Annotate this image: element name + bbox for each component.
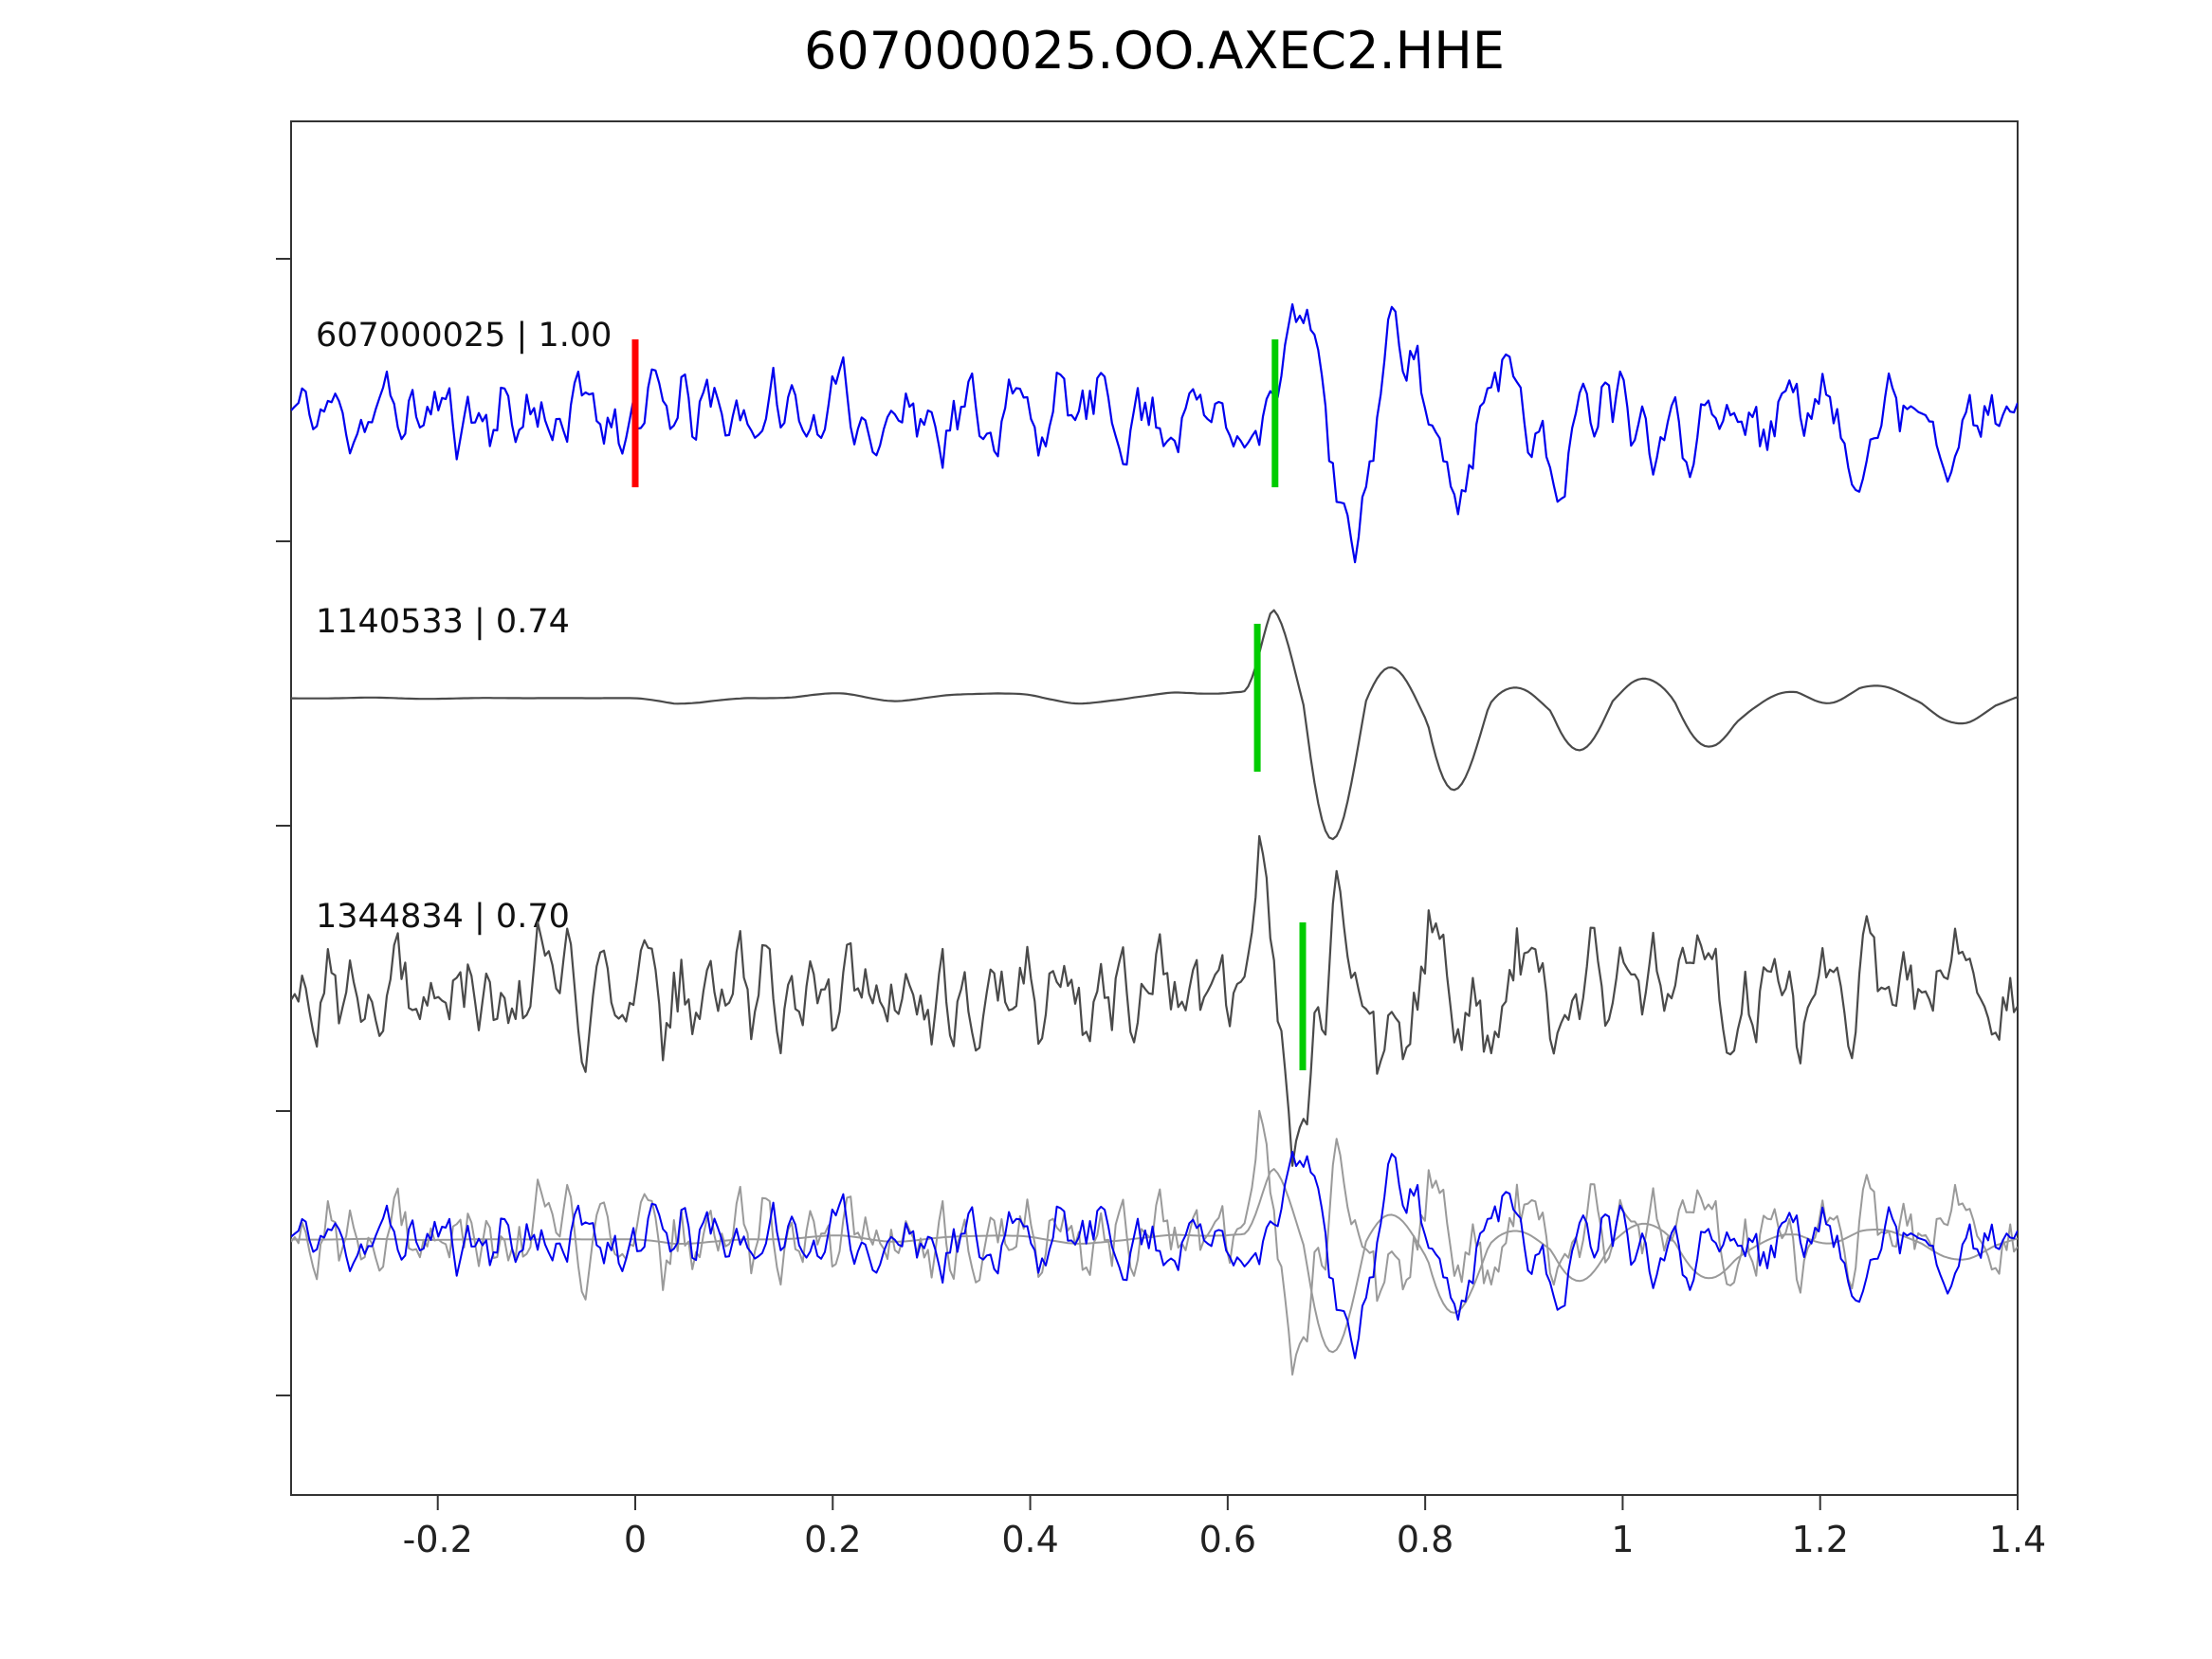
overlay-trace-1344834 (291, 1109, 2018, 1376)
x-tick-label: 1 (1611, 1519, 1634, 1560)
x-tick-label: 0.4 (1001, 1519, 1058, 1560)
traces-group (291, 302, 2018, 1376)
pick-marker-607000025 (1271, 339, 1279, 487)
overlay-trace-607000025 (291, 1151, 2018, 1359)
x-tick-label: 0 (624, 1519, 647, 1560)
trace-1344834 (291, 834, 2018, 1167)
chart-title: 607000025.OO.AXEC2.HHE (804, 21, 1505, 81)
trace-607000025 (291, 302, 2018, 564)
x-tick-label: 1.4 (1989, 1519, 2046, 1560)
pick-marker-1344834 (1299, 922, 1307, 1070)
axes-box (290, 120, 2019, 1496)
x-tick-label: 0.2 (804, 1519, 861, 1560)
x-tick-label: -0.2 (403, 1519, 473, 1560)
pick-marker-1140533 (1253, 624, 1261, 772)
x-tick-label: 0.6 (1199, 1519, 1256, 1560)
x-tick-label: 1.2 (1791, 1519, 1848, 1560)
origin-marker-607000025 (631, 339, 639, 487)
trace-1140533 (291, 609, 2018, 841)
x-tick-label: 0.8 (1397, 1519, 1453, 1560)
